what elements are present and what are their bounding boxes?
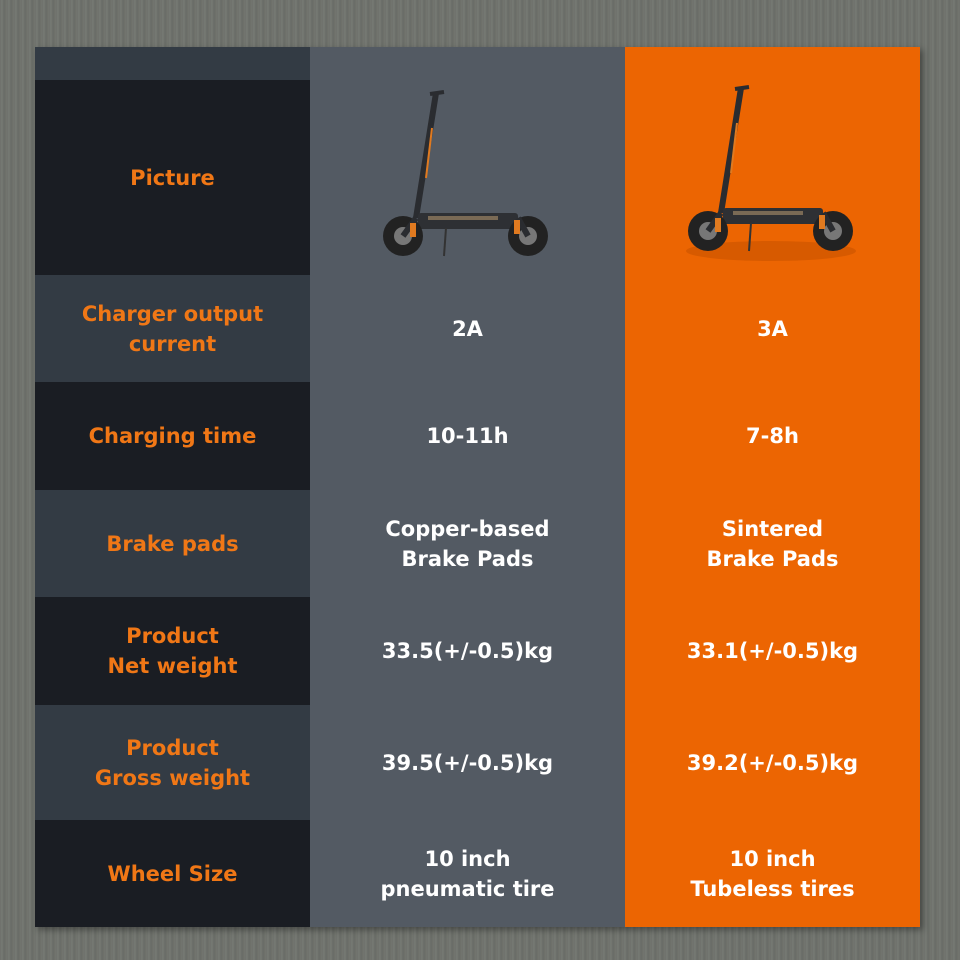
upgraded-wheel-size: 10 inch Tubeless tires: [690, 846, 855, 901]
standard-charging-time: 10-11h: [426, 424, 509, 448]
header-strip: [35, 47, 310, 80]
label-gross-weight: Product Gross weight: [35, 705, 310, 820]
standard-net-weight: 33.5(+/-0.5)kg: [381, 639, 554, 663]
upgraded-net-weight: 33.1(+/-0.5)kg: [686, 639, 859, 663]
standard-wheel-size: 10 inch pneumatic tire: [380, 846, 555, 901]
label-picture: Picture: [35, 80, 310, 275]
standard-brake-pads: Copper-based Brake Pads: [385, 516, 550, 571]
standard-model-column: 2A 10-11h Copper-based Brake Pads 33.5(+…: [310, 47, 625, 927]
comparison-table: Picture Charger output current Charging …: [35, 47, 920, 927]
label-net-weight: Product Net weight: [35, 597, 310, 705]
label-column: Picture Charger output current Charging …: [35, 47, 310, 927]
label-charger-output: Charger output current: [35, 275, 310, 382]
label-wheel-size: Wheel Size: [35, 820, 310, 927]
upgraded-charging-time: 7-8h: [746, 424, 799, 448]
label-brake-pads: Brake pads: [35, 490, 310, 597]
upgraded-model-column: 3A 7-8h Sintered Brake Pads 33.1(+/-0.5)…: [625, 47, 920, 927]
scooter-image-standard: [310, 80, 625, 275]
label-charging-time: Charging time: [35, 382, 310, 490]
upgraded-gross-weight: 39.2(+/-0.5)kg: [686, 750, 859, 775]
scooter-image-upgraded: [625, 80, 920, 275]
upgraded-brake-pads: Sintered Brake Pads: [706, 516, 839, 571]
upgraded-charger-output: 3A: [757, 316, 788, 341]
standard-gross-weight: 39.5(+/-0.5)kg: [381, 750, 554, 775]
standard-charger-output: 2A: [452, 316, 483, 341]
